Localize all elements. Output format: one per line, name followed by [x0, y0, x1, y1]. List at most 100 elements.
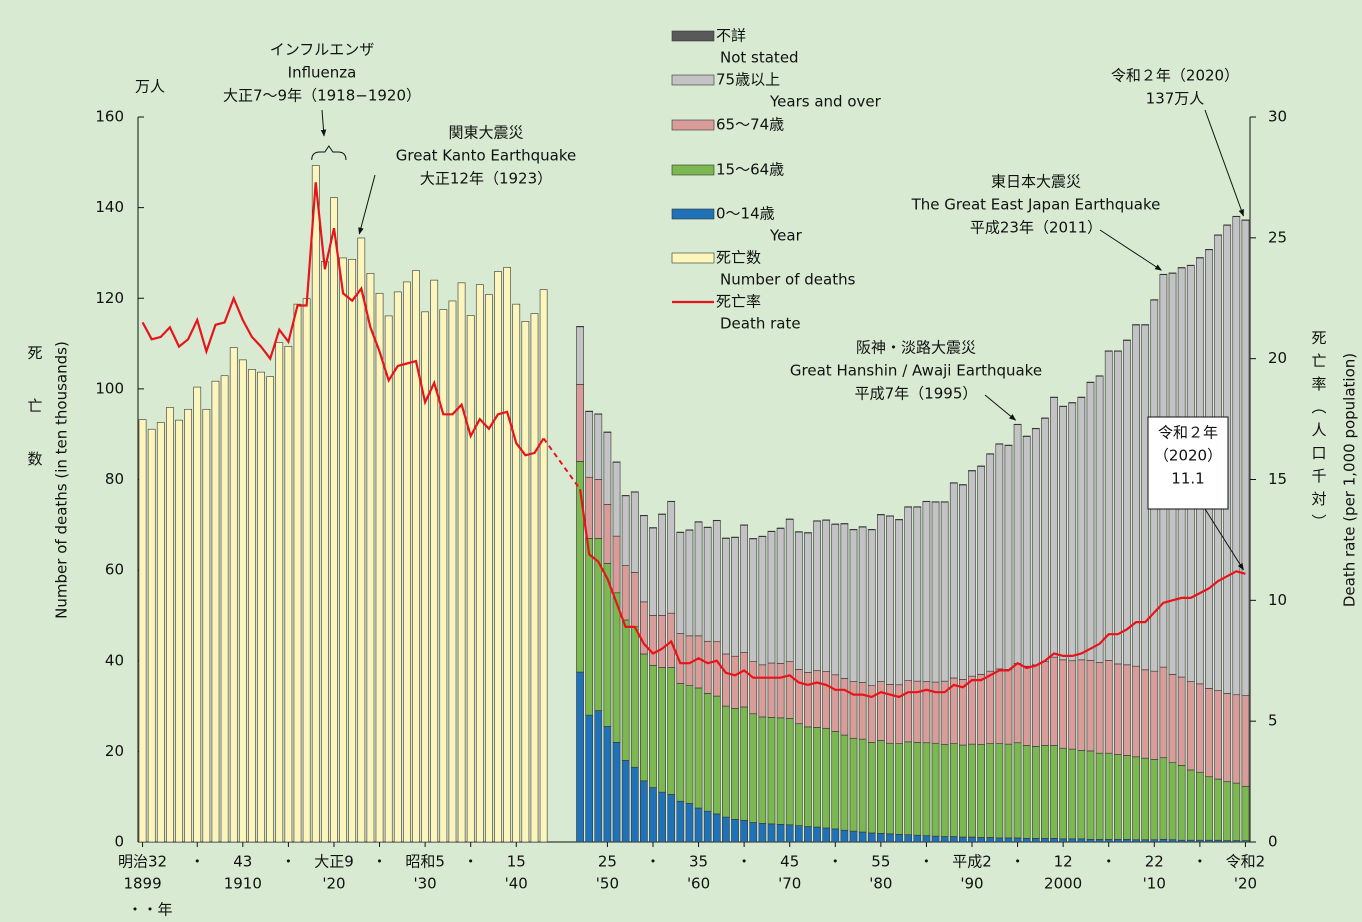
bar	[339, 257, 347, 843]
legend-label: 15〜64歳	[716, 161, 784, 179]
y-tick-label: 0	[114, 833, 124, 851]
bar	[922, 742, 931, 836]
bar	[685, 529, 694, 637]
bar	[1132, 324, 1140, 667]
bar	[649, 664, 657, 788]
bar	[1232, 782, 1241, 841]
bar	[649, 527, 657, 616]
x-tick-label: ・	[1101, 853, 1116, 871]
annotation: 大正12年（1923）	[420, 170, 552, 188]
bar	[211, 380, 220, 843]
bar	[1104, 838, 1113, 843]
x-tick-label-year: '80	[869, 875, 892, 893]
bar	[1013, 837, 1022, 843]
annotation: Great Kanto Earthquake	[396, 147, 576, 165]
bar	[794, 825, 803, 843]
bar	[1077, 397, 1086, 661]
bar	[667, 667, 676, 795]
bar	[767, 717, 776, 825]
bar	[740, 819, 748, 843]
annotation: 関東大震災	[448, 124, 523, 142]
bar	[1077, 750, 1086, 840]
bar	[1177, 676, 1186, 766]
x-tick-label: ・	[737, 853, 752, 871]
x-tick-label: 55	[871, 853, 890, 871]
annotation: Great Hanshin / Awaji Earthquake	[790, 362, 1042, 380]
y-label-ja: 死亡数	[26, 345, 44, 504]
bar	[667, 794, 676, 843]
bar	[1186, 769, 1195, 841]
y-label: Number of deaths (in ten thousands)	[53, 341, 71, 619]
bar	[1241, 785, 1250, 841]
bar	[977, 674, 985, 745]
legend-label: 65〜74歳	[716, 116, 784, 134]
bar	[822, 827, 831, 843]
bar	[813, 670, 821, 728]
bar	[694, 635, 703, 689]
x-tick-label-year: '20	[322, 875, 345, 893]
bar	[703, 527, 712, 642]
bar	[849, 830, 858, 843]
bar	[667, 501, 676, 614]
bar	[1095, 752, 1104, 840]
bar	[831, 524, 840, 676]
bar	[895, 684, 903, 744]
x-tick-label: 22	[1145, 853, 1164, 871]
bar	[1022, 436, 1031, 667]
bar	[749, 538, 758, 662]
bar	[995, 837, 1004, 843]
bar	[758, 716, 767, 824]
bar	[913, 834, 922, 843]
bar	[785, 717, 794, 826]
bar	[822, 727, 831, 829]
y2-tick-label: 5	[1268, 712, 1278, 730]
x-tick-label-year: '50	[596, 875, 619, 893]
bar	[311, 165, 320, 843]
bar	[831, 674, 840, 732]
bar	[1159, 757, 1168, 840]
bar	[1068, 748, 1077, 840]
bar	[1214, 778, 1222, 841]
x-tick-label: 35	[689, 853, 708, 871]
bar	[1168, 674, 1177, 764]
annotation: 平成23年（2011）	[970, 219, 1102, 237]
x-tick-label: 45	[780, 853, 799, 871]
annotation: 阪神・淡路大震災	[856, 339, 976, 357]
bar	[1123, 838, 1131, 843]
bar	[147, 428, 156, 843]
bar	[858, 682, 867, 740]
bar	[1013, 742, 1022, 839]
bar	[512, 303, 521, 843]
bar	[658, 667, 666, 793]
bar	[1059, 838, 1068, 843]
legend-swatch	[671, 208, 715, 220]
bar	[457, 282, 466, 843]
bar	[949, 743, 958, 837]
bar	[876, 740, 885, 834]
x-tick-label: 25	[598, 853, 617, 871]
bar	[348, 258, 357, 843]
bar	[1095, 662, 1104, 754]
bar	[895, 743, 903, 835]
bar	[840, 829, 849, 843]
bar	[858, 831, 867, 843]
bar	[740, 524, 748, 653]
bar	[694, 521, 703, 637]
bar	[630, 572, 639, 628]
bar	[722, 653, 730, 707]
x-tick-label-year: '30	[414, 875, 437, 893]
x-tick-label: 平成2	[952, 853, 992, 871]
bar	[1059, 406, 1068, 661]
bar	[986, 837, 995, 843]
legend-swatch	[671, 252, 715, 264]
bar	[138, 419, 147, 843]
bar	[1186, 681, 1195, 771]
bar	[722, 705, 730, 818]
bar	[949, 482, 958, 679]
bar	[1113, 754, 1122, 840]
annotation: （2020）	[1154, 447, 1222, 465]
bar	[676, 800, 685, 843]
legend-label-en: Number of deaths	[720, 271, 856, 289]
bar	[722, 816, 730, 843]
annotation-box	[1147, 416, 1229, 510]
